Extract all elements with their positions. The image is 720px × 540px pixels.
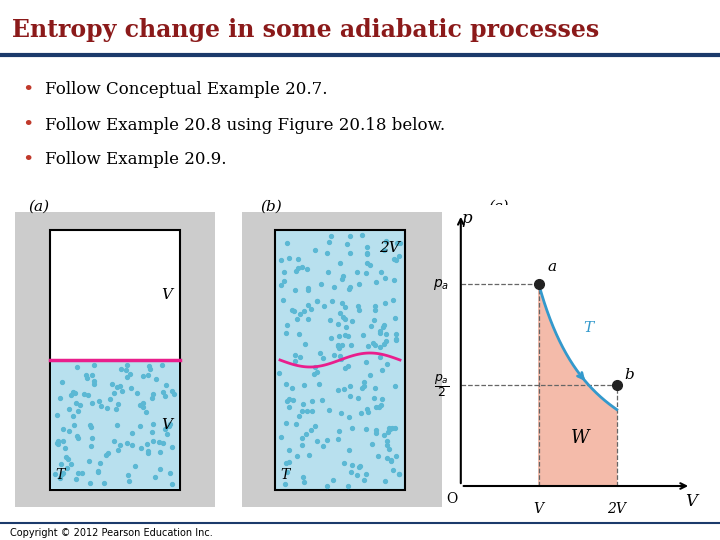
- Text: a: a: [548, 260, 557, 274]
- Text: Follow Conceptual Example 20.7.: Follow Conceptual Example 20.7.: [45, 82, 328, 98]
- Bar: [275, 230, 405, 490]
- Text: b: b: [624, 368, 634, 382]
- Text: $\dfrac{p_a}{2}$: $\dfrac{p_a}{2}$: [434, 372, 450, 399]
- Text: •: •: [22, 116, 33, 134]
- Bar: [51, 360, 179, 489]
- Text: 2V: 2V: [379, 241, 400, 255]
- Text: T: T: [55, 468, 64, 482]
- Text: p: p: [462, 210, 472, 227]
- Polygon shape: [539, 284, 617, 486]
- Text: V: V: [685, 494, 697, 510]
- Text: Entropy change in some adiabatic processes: Entropy change in some adiabatic process…: [12, 18, 599, 42]
- Text: (b): (b): [260, 200, 282, 214]
- Text: V: V: [161, 288, 172, 302]
- Text: V: V: [161, 418, 172, 432]
- Text: (a): (a): [28, 200, 49, 214]
- Text: 2V: 2V: [607, 502, 626, 516]
- Text: •: •: [22, 81, 33, 99]
- Text: O: O: [446, 492, 457, 506]
- Bar: [242, 212, 442, 507]
- Text: T: T: [280, 468, 289, 482]
- Text: W: W: [570, 429, 589, 447]
- Text: Follow Example 20.8 using Figure 20.18 below.: Follow Example 20.8 using Figure 20.18 b…: [45, 117, 445, 133]
- Text: T: T: [583, 321, 593, 335]
- Text: Copyright © 2012 Pearson Education Inc.: Copyright © 2012 Pearson Education Inc.: [10, 528, 212, 538]
- Bar: [50, 230, 180, 490]
- Bar: [15, 212, 215, 507]
- Text: $p_a$: $p_a$: [433, 276, 450, 292]
- Text: V: V: [534, 502, 544, 516]
- Text: (c): (c): [488, 200, 508, 214]
- Text: •: •: [22, 151, 33, 169]
- Text: Follow Example 20.9.: Follow Example 20.9.: [45, 152, 227, 168]
